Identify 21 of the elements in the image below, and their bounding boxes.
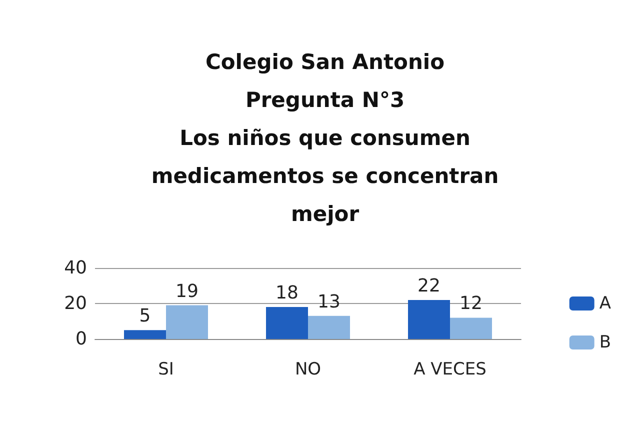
bar bbox=[308, 316, 350, 339]
x-tick-label: NO bbox=[294, 360, 322, 380]
data-label: 5 bbox=[139, 306, 151, 327]
data-label: 19 bbox=[176, 280, 198, 302]
chart-title: Colegio San Antonio Pregunta N°3 Los niños que consumen medicamentos se concentran mejor bbox=[151, 50, 499, 226]
legend-label: B bbox=[599, 332, 612, 352]
data-label: 22 bbox=[418, 275, 440, 296]
bar bbox=[124, 330, 166, 339]
legend-label: A bbox=[599, 294, 612, 314]
data-label: 13 bbox=[318, 291, 340, 312]
data-label: 18 bbox=[276, 282, 298, 304]
bar bbox=[450, 318, 492, 339]
bar bbox=[166, 305, 208, 339]
data-label: 12 bbox=[460, 293, 482, 314]
y-tick-label: 40 bbox=[64, 258, 87, 278]
bar bbox=[408, 300, 450, 339]
bar bbox=[266, 307, 308, 339]
y-tick-label: 20 bbox=[64, 293, 87, 314]
x-tick-label: A VECES bbox=[414, 360, 486, 380]
y-tick-label: 0 bbox=[76, 328, 87, 350]
x-tick-label: SI bbox=[158, 360, 174, 380]
